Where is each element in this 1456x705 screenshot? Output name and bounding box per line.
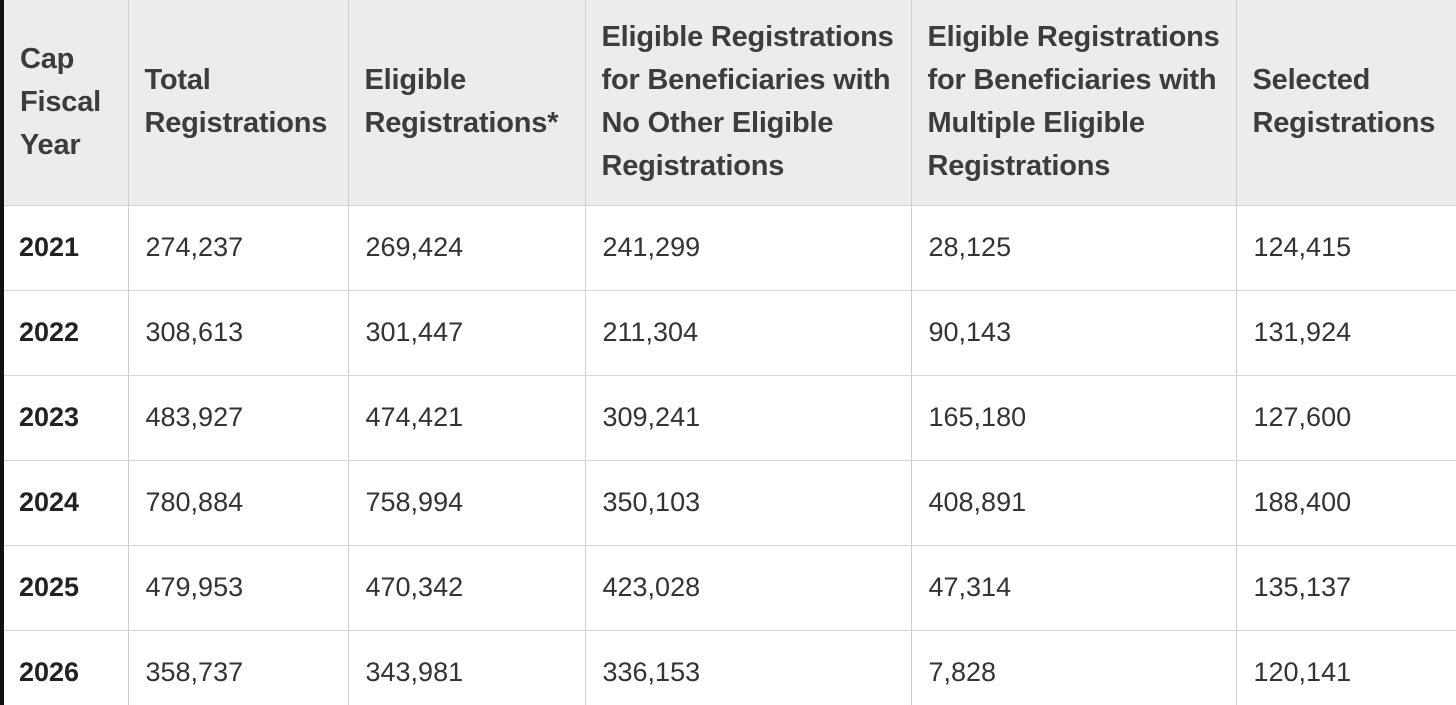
eligible-no-other-cell: 309,241 — [584, 375, 911, 461]
header-selected-registrations: Selected Registrations — [1235, 0, 1456, 206]
total-registrations-cell: 483,927 — [127, 375, 348, 461]
table-body: 2021 274,237 269,424 241,299 28,125 124,… — [4, 205, 1456, 705]
eligible-registrations-cell: 470,342 — [347, 545, 585, 631]
table-row: 2025 479,953 470,342 423,028 47,314 135,… — [4, 545, 1456, 631]
year-cell: 2025 — [4, 545, 128, 631]
eligible-no-other-cell: 211,304 — [584, 290, 911, 376]
header-row: Cap Fiscal Year Total Registrations Elig… — [4, 0, 1456, 206]
year-cell: 2021 — [4, 205, 128, 291]
header-eligible-multiple: Eligible Registrations for Beneficiaries… — [910, 0, 1236, 206]
selected-registrations-cell: 127,600 — [1235, 375, 1456, 461]
eligible-no-other-cell: 423,028 — [584, 545, 911, 631]
header-cap-fiscal-year: Cap Fiscal Year — [4, 0, 128, 206]
table-row: 2022 308,613 301,447 211,304 90,143 131,… — [4, 290, 1456, 376]
eligible-multiple-cell: 7,828 — [910, 630, 1236, 705]
total-registrations-cell: 274,237 — [127, 205, 348, 291]
eligible-multiple-cell: 408,891 — [910, 460, 1236, 546]
selected-registrations-cell: 120,141 — [1235, 630, 1456, 705]
table-row: 2021 274,237 269,424 241,299 28,125 124,… — [4, 205, 1456, 291]
selected-registrations-cell: 124,415 — [1235, 205, 1456, 291]
eligible-no-other-cell: 241,299 — [584, 205, 911, 291]
eligible-no-other-cell: 350,103 — [584, 460, 911, 546]
left-edge-bar — [0, 0, 4, 705]
year-cell: 2026 — [4, 630, 128, 705]
table-row: 2024 780,884 758,994 350,103 408,891 188… — [4, 460, 1456, 546]
selected-registrations-cell: 135,137 — [1235, 545, 1456, 631]
table-row: 2026 358,737 343,981 336,153 7,828 120,1… — [4, 630, 1456, 705]
year-cell: 2023 — [4, 375, 128, 461]
table-header: Cap Fiscal Year Total Registrations Elig… — [4, 0, 1456, 206]
header-eligible-no-other: Eligible Registrations for Beneficiaries… — [584, 0, 911, 206]
header-total-registrations: Total Registrations — [127, 0, 348, 206]
table-row: 2023 483,927 474,421 309,241 165,180 127… — [4, 375, 1456, 461]
eligible-registrations-cell: 269,424 — [347, 205, 585, 291]
eligible-multiple-cell: 47,314 — [910, 545, 1236, 631]
header-eligible-registrations: Eligible Registrations* — [347, 0, 585, 206]
total-registrations-cell: 479,953 — [127, 545, 348, 631]
eligible-multiple-cell: 165,180 — [910, 375, 1236, 461]
total-registrations-cell: 308,613 — [127, 290, 348, 376]
selected-registrations-cell: 131,924 — [1235, 290, 1456, 376]
total-registrations-cell: 780,884 — [127, 460, 348, 546]
eligible-registrations-cell: 343,981 — [347, 630, 585, 705]
year-cell: 2022 — [4, 290, 128, 376]
eligible-multiple-cell: 28,125 — [910, 205, 1236, 291]
total-registrations-cell: 358,737 — [127, 630, 348, 705]
eligible-no-other-cell: 336,153 — [584, 630, 911, 705]
eligible-multiple-cell: 90,143 — [910, 290, 1236, 376]
selected-registrations-cell: 188,400 — [1235, 460, 1456, 546]
eligible-registrations-cell: 474,421 — [347, 375, 585, 461]
eligible-registrations-cell: 301,447 — [347, 290, 585, 376]
eligible-registrations-cell: 758,994 — [347, 460, 585, 546]
registrations-table: Cap Fiscal Year Total Registrations Elig… — [4, 0, 1456, 705]
year-cell: 2024 — [4, 460, 128, 546]
